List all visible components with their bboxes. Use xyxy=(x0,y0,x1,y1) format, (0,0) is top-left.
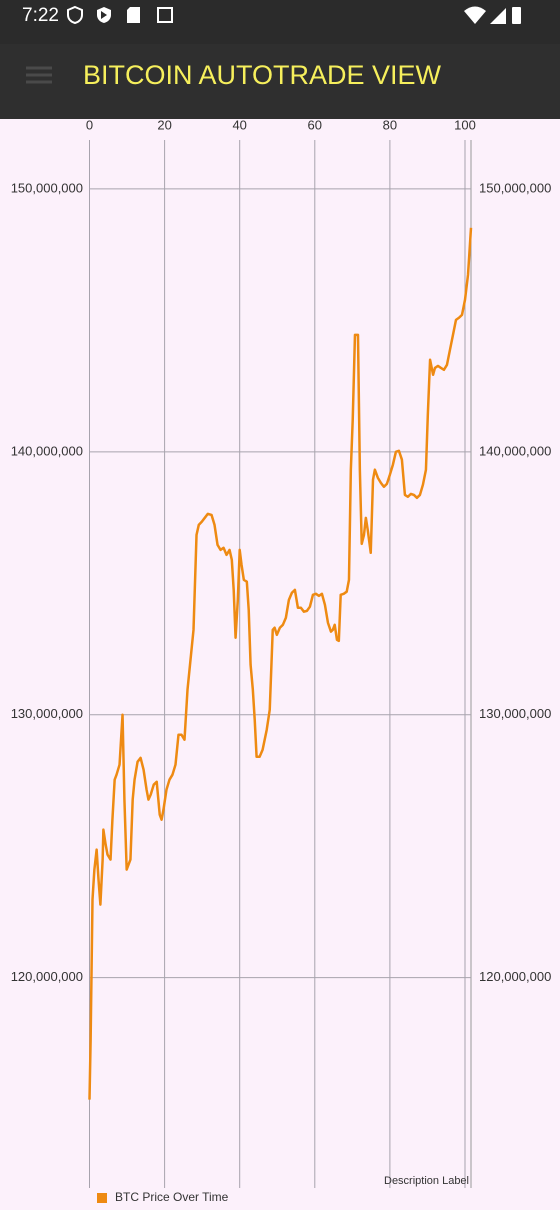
menu-button[interactable] xyxy=(26,66,52,84)
status-bar xyxy=(0,0,560,44)
x-tick-label: 80 xyxy=(383,117,397,132)
shield-icon xyxy=(67,5,83,25)
sd-icon xyxy=(127,7,140,23)
x-tick-label: 100 xyxy=(454,117,476,132)
wifi-icon xyxy=(464,6,486,24)
x-tick-label: 0 xyxy=(86,117,93,132)
price-line xyxy=(88,227,473,1100)
legend-label: BTC Price Over Time xyxy=(115,1190,229,1204)
y-tick-label-left: 120,000,000 xyxy=(11,969,83,984)
status-time: 7:22 xyxy=(22,5,59,26)
app-bar xyxy=(0,44,560,119)
app-title: BITCOIN AUTOTRADE VIEW xyxy=(83,60,442,90)
battery-icon xyxy=(512,7,521,24)
play-icon xyxy=(97,7,111,23)
y-tick-label-right: 130,000,000 xyxy=(479,706,551,721)
description-label: Description Label xyxy=(384,1175,469,1187)
x-tick-label: 40 xyxy=(232,117,246,132)
a-icon xyxy=(157,7,173,23)
status-icons xyxy=(67,5,521,25)
x-tick-label: 20 xyxy=(157,117,171,132)
y-tick-label-left: 130,000,000 xyxy=(11,706,83,721)
signal-icon xyxy=(490,8,506,24)
y-tick-label-right: 150,000,000 xyxy=(479,180,551,195)
legend-swatch xyxy=(97,1193,107,1203)
x-tick-label: 60 xyxy=(308,117,322,132)
y-tick-label-left: 150,000,000 xyxy=(11,180,83,195)
y-tick-label-right: 140,000,000 xyxy=(479,443,551,458)
chart: 0 20 40 60 80 100 120,000,000 120,000,000 130,00… xyxy=(11,117,552,1204)
y-tick-label-right: 120,000,000 xyxy=(479,969,551,984)
y-tick-label-left: 140,000,000 xyxy=(11,443,83,458)
